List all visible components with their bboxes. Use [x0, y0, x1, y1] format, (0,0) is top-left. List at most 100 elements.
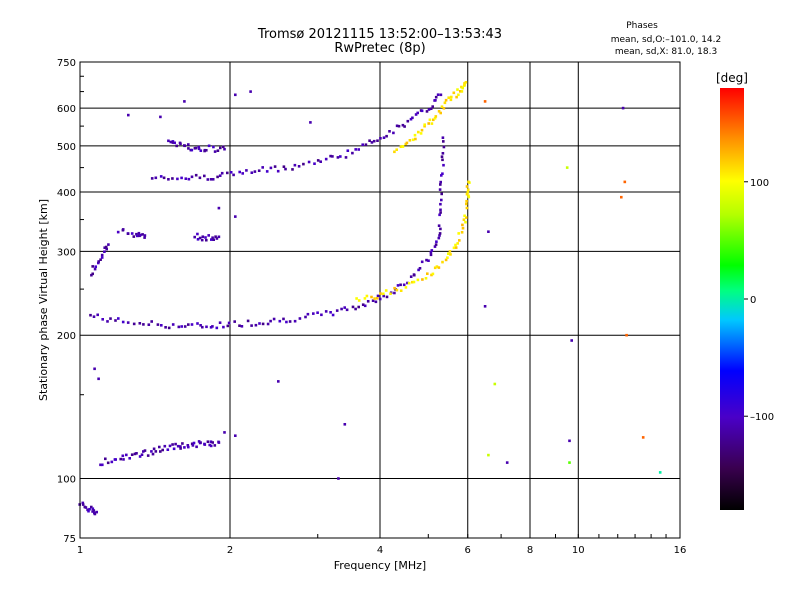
echo-point	[101, 463, 104, 467]
echo-point	[173, 141, 176, 145]
echo-point	[229, 171, 233, 174]
echo-point	[171, 443, 174, 446]
echo-point	[418, 267, 422, 270]
echo-point	[152, 447, 156, 451]
echo-point	[211, 441, 214, 444]
echo-point	[411, 280, 414, 284]
echo-point	[444, 258, 448, 262]
echo-point	[363, 304, 367, 308]
echo-point	[417, 130, 420, 134]
echo-point	[238, 170, 241, 174]
echo-point	[167, 326, 171, 330]
y-tick-label: 100	[57, 475, 76, 486]
echo-point	[439, 227, 442, 231]
echo-point	[319, 160, 322, 163]
echo-point	[440, 105, 444, 108]
echo-point	[176, 444, 180, 448]
echo-point	[351, 305, 355, 309]
echo-point	[133, 452, 137, 456]
echo-point	[207, 144, 211, 148]
echo-point	[297, 165, 301, 168]
echo-point	[222, 325, 225, 329]
echo-point	[399, 283, 402, 287]
echo-point	[442, 163, 445, 167]
echo-point	[324, 157, 328, 161]
echo-point	[621, 106, 625, 110]
echo-point	[176, 177, 179, 181]
echo-point	[257, 169, 261, 172]
echo-point	[385, 295, 389, 299]
echo-point	[431, 272, 435, 276]
echo-point	[97, 261, 100, 265]
echo-point	[215, 326, 219, 330]
echo-point	[140, 453, 144, 456]
echo-point	[168, 444, 172, 448]
echo-point	[463, 83, 466, 87]
echo-point	[223, 147, 226, 151]
echo-point	[357, 299, 361, 302]
echo-point	[324, 310, 328, 313]
echo-point	[399, 145, 403, 148]
echo-point	[434, 99, 437, 102]
echo-point	[192, 441, 196, 445]
echo-point	[442, 145, 446, 149]
echo-point	[434, 95, 438, 99]
echo-point	[465, 202, 468, 206]
echo-point	[427, 108, 431, 111]
echo-point	[277, 380, 280, 383]
echo-point	[154, 450, 158, 453]
echo-point	[216, 175, 219, 179]
echo-point	[441, 172, 444, 175]
echo-point	[199, 441, 202, 444]
echo-point	[568, 461, 571, 464]
phases-title: Phases	[626, 21, 658, 31]
echo-point	[343, 423, 347, 426]
echo-point	[435, 265, 439, 268]
echo-point	[253, 170, 257, 173]
echo-point	[329, 311, 332, 314]
echo-point	[346, 149, 350, 152]
echo-point	[100, 256, 104, 259]
echo-point	[209, 178, 213, 181]
echo-point	[293, 319, 297, 323]
echo-point	[411, 138, 415, 142]
echo-point	[183, 446, 186, 449]
echo-point	[440, 155, 444, 158]
echo-point	[150, 320, 153, 323]
echo-point	[423, 123, 426, 126]
echo-point	[179, 142, 182, 146]
echo-point	[344, 156, 348, 159]
echo-point	[436, 93, 440, 96]
echo-point	[203, 443, 207, 446]
echo-point	[197, 145, 200, 149]
echo-point	[439, 208, 442, 212]
echo-point	[206, 178, 210, 181]
echo-point	[316, 159, 320, 162]
echo-point	[429, 251, 433, 254]
echo-point	[106, 461, 110, 465]
echo-point	[505, 461, 509, 464]
echo-point	[465, 192, 469, 196]
echo-point	[312, 312, 315, 315]
echo-point	[641, 436, 645, 439]
echo-point	[368, 139, 371, 142]
echo-point	[393, 291, 396, 295]
echo-point	[184, 177, 188, 180]
chart-subtitle: RwPretec (8p)	[334, 41, 425, 56]
echo-point	[309, 121, 312, 124]
plot-area: 1 2 4 6 8 10 16 75 100 200 300 400 500 600 750	[57, 58, 686, 556]
echo-point	[570, 339, 573, 342]
echo-point	[217, 441, 221, 444]
echo-point	[92, 315, 96, 318]
echo-point	[440, 174, 443, 177]
echo-point	[379, 137, 382, 140]
echo-point	[95, 510, 98, 514]
echo-point	[361, 143, 364, 146]
echo-point	[433, 266, 437, 270]
echo-point	[320, 313, 323, 317]
echo-point	[197, 440, 201, 443]
echo-point	[420, 260, 424, 264]
echo-point	[282, 165, 286, 168]
echo-point	[276, 169, 280, 173]
echo-point	[107, 243, 110, 246]
